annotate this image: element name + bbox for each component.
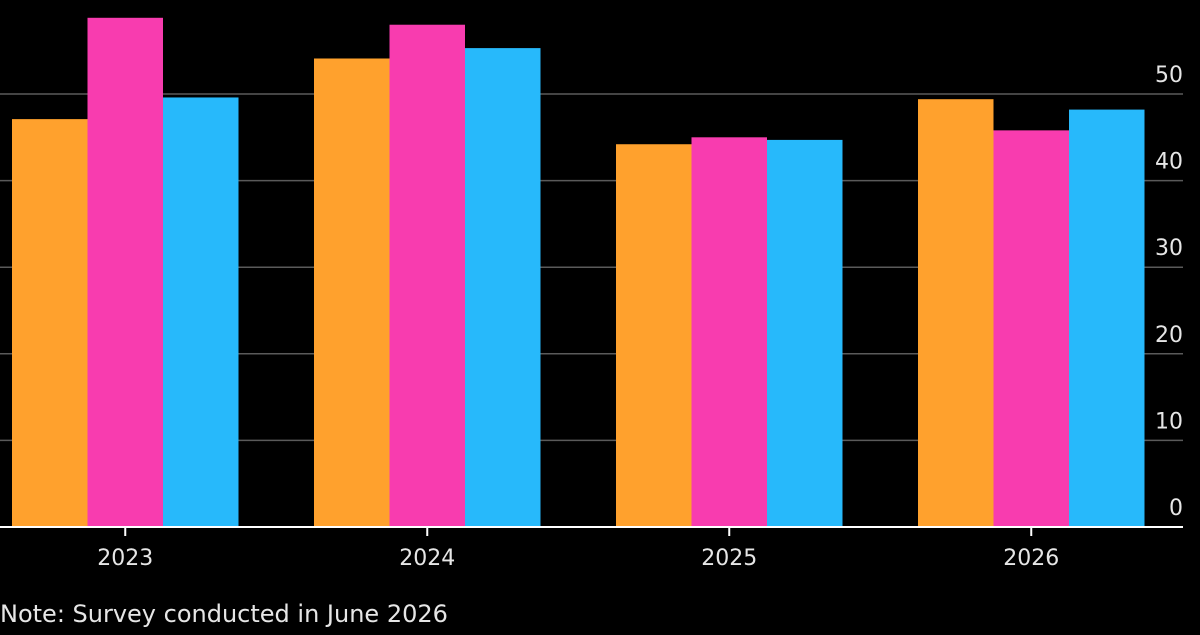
x-tick-label-2024: 2024: [399, 546, 455, 571]
chart-note: Note: Survey conducted in June 2026: [0, 600, 448, 628]
y-tick-label-0: 0: [1169, 496, 1183, 521]
y-tick-label-40: 40: [1155, 150, 1183, 175]
bar-2023-series-2: [87, 17, 163, 528]
bar-2024-series-1: [314, 58, 390, 528]
x-axis-tick-labels: 2023 2024 2025 2026: [97, 546, 1059, 571]
x-tick-label-2023: 2023: [97, 546, 153, 571]
y-tick-label-10: 10: [1155, 409, 1183, 434]
bar-2024-series-3: [465, 48, 541, 528]
bar-2026-series-3: [1069, 109, 1145, 527]
bar-2024-series-2: [389, 24, 465, 527]
x-tick-label-2026: 2026: [1003, 546, 1059, 571]
bar-2025-series-2: [691, 137, 767, 528]
bar-2026-series-1: [918, 99, 994, 528]
bar-2026-series-2: [993, 130, 1069, 527]
bar-2025-series-3: [767, 139, 843, 527]
bar-2023-series-3: [163, 97, 239, 528]
x-axis: [0, 526, 1183, 536]
bars: [12, 17, 1145, 528]
bar-2025-series-1: [616, 144, 692, 527]
y-tick-label-50: 50: [1155, 63, 1183, 88]
bar-2023-series-1: [12, 119, 88, 527]
y-tick-label-30: 30: [1155, 236, 1183, 261]
x-tick-label-2025: 2025: [701, 546, 757, 571]
y-axis-tick-labels: 0 10 20 30 40 50: [1155, 63, 1183, 521]
y-tick-label-20: 20: [1155, 323, 1183, 348]
